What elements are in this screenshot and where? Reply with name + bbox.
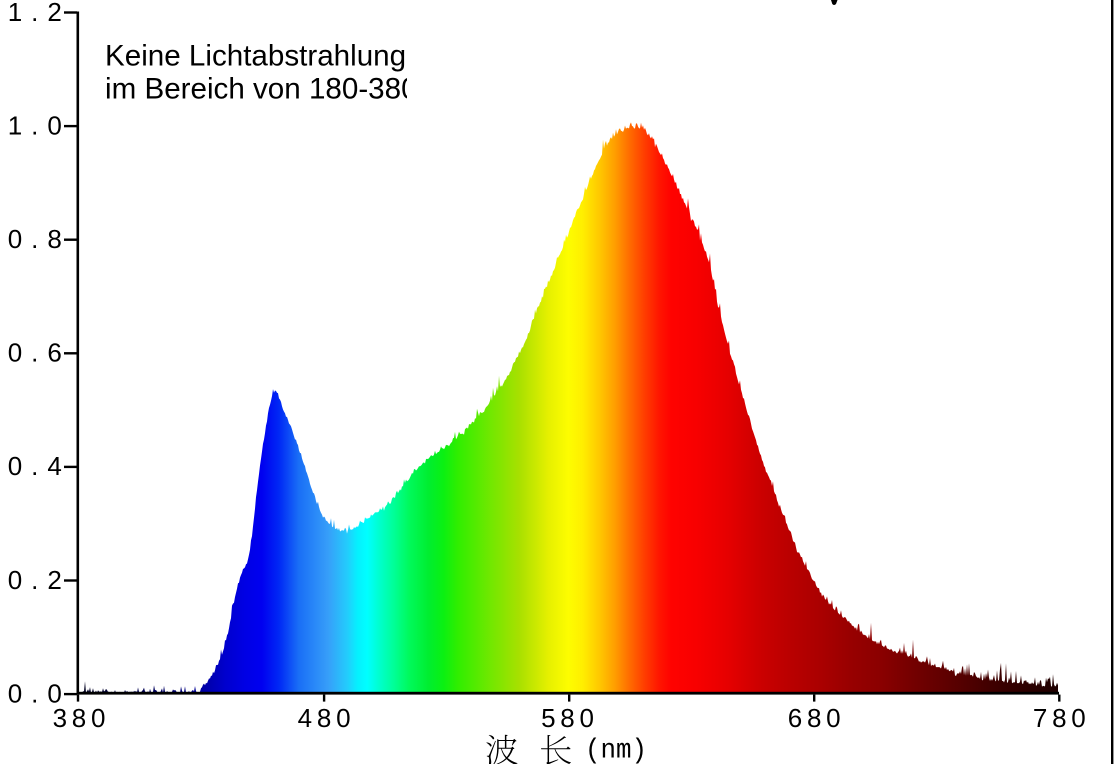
svg-text:.: . bbox=[31, 678, 38, 708]
svg-text:0: 0 bbox=[8, 451, 22, 481]
svg-text:5: 5 bbox=[541, 703, 555, 733]
svg-text:1: 1 bbox=[8, 110, 22, 140]
svg-text:0: 0 bbox=[8, 338, 22, 368]
svg-text:.: . bbox=[31, 451, 38, 481]
svg-text:1: 1 bbox=[8, 0, 22, 27]
svg-text:8: 8 bbox=[72, 703, 86, 733]
svg-text:2: 2 bbox=[47, 565, 61, 595]
svg-text:0: 0 bbox=[336, 703, 350, 733]
svg-text:Keine Lichtabstrahlung: Keine Lichtabstrahlung bbox=[105, 40, 406, 73]
svg-text:.: . bbox=[31, 110, 38, 140]
svg-text:(nm): (nm) bbox=[585, 736, 647, 765]
svg-text:0: 0 bbox=[47, 678, 61, 708]
svg-text:0: 0 bbox=[8, 224, 22, 254]
svg-text:6: 6 bbox=[47, 338, 61, 368]
svg-text:2: 2 bbox=[47, 0, 61, 27]
svg-text:im Bereich von 180-380nm: im Bereich von 180-380nm bbox=[105, 72, 459, 105]
svg-text:0: 0 bbox=[826, 703, 840, 733]
svg-text:0: 0 bbox=[91, 703, 105, 733]
svg-text:8: 8 bbox=[1052, 703, 1066, 733]
svg-text:7: 7 bbox=[1033, 703, 1047, 733]
svg-text:8: 8 bbox=[47, 224, 61, 254]
svg-text:.: . bbox=[31, 338, 38, 368]
svg-text:3: 3 bbox=[53, 703, 67, 733]
svg-text:0: 0 bbox=[8, 565, 22, 595]
svg-text:0: 0 bbox=[579, 703, 593, 733]
svg-text:.: . bbox=[31, 0, 38, 27]
svg-text:4: 4 bbox=[47, 451, 61, 481]
svg-text:0: 0 bbox=[1071, 703, 1085, 733]
svg-text:.: . bbox=[31, 565, 38, 595]
svg-text:0: 0 bbox=[47, 110, 61, 140]
svg-text:4: 4 bbox=[298, 703, 312, 733]
svg-text:6: 6 bbox=[788, 703, 802, 733]
svg-text:8: 8 bbox=[560, 703, 574, 733]
svg-text:8: 8 bbox=[317, 703, 331, 733]
svg-text:.: . bbox=[31, 224, 38, 254]
svg-text:8: 8 bbox=[807, 703, 821, 733]
svg-text:0: 0 bbox=[8, 678, 22, 708]
